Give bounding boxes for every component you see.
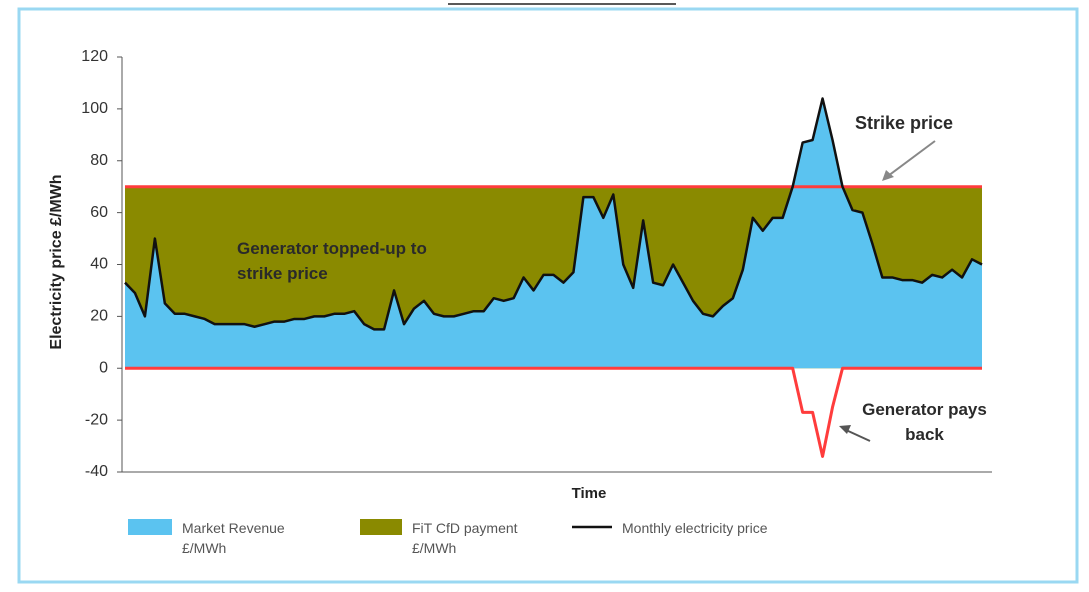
annotation: Strike price [855, 113, 953, 133]
arrowhead [839, 425, 851, 434]
annotation: Generator pays back [862, 400, 987, 444]
price-line [124, 97, 983, 331]
market-area [125, 98, 982, 369]
legend-swatch [360, 519, 402, 535]
payback-line [125, 366, 982, 458]
frame [17, 7, 1079, 584]
arrow [845, 429, 871, 442]
y-tick-label: 80 [90, 152, 108, 169]
y-tick-label: 0 [99, 359, 108, 376]
y-axis-label: Electricity price £/MWh [48, 174, 65, 349]
y-tick-label: -20 [85, 411, 108, 428]
annotation: Generator topped-up to strike price [237, 239, 427, 283]
y-tick-label: 60 [90, 204, 108, 221]
legend-swatch [128, 519, 172, 535]
x-axis-label: Time [572, 485, 607, 502]
arrowhead [882, 170, 894, 181]
legend-label: FiT CfD payment £/MWh [412, 520, 518, 556]
arrow [887, 140, 936, 177]
legend-label: Market Revenue £/MWh [182, 520, 285, 556]
y-tick-label: -40 [85, 463, 108, 480]
y-tick-label: 100 [81, 100, 108, 117]
y-tick-label: 20 [90, 308, 108, 325]
y-tick-label: 40 [90, 256, 108, 273]
y-tick-label: 120 [81, 48, 108, 65]
legend-label: Monthly electricity price [622, 520, 768, 536]
